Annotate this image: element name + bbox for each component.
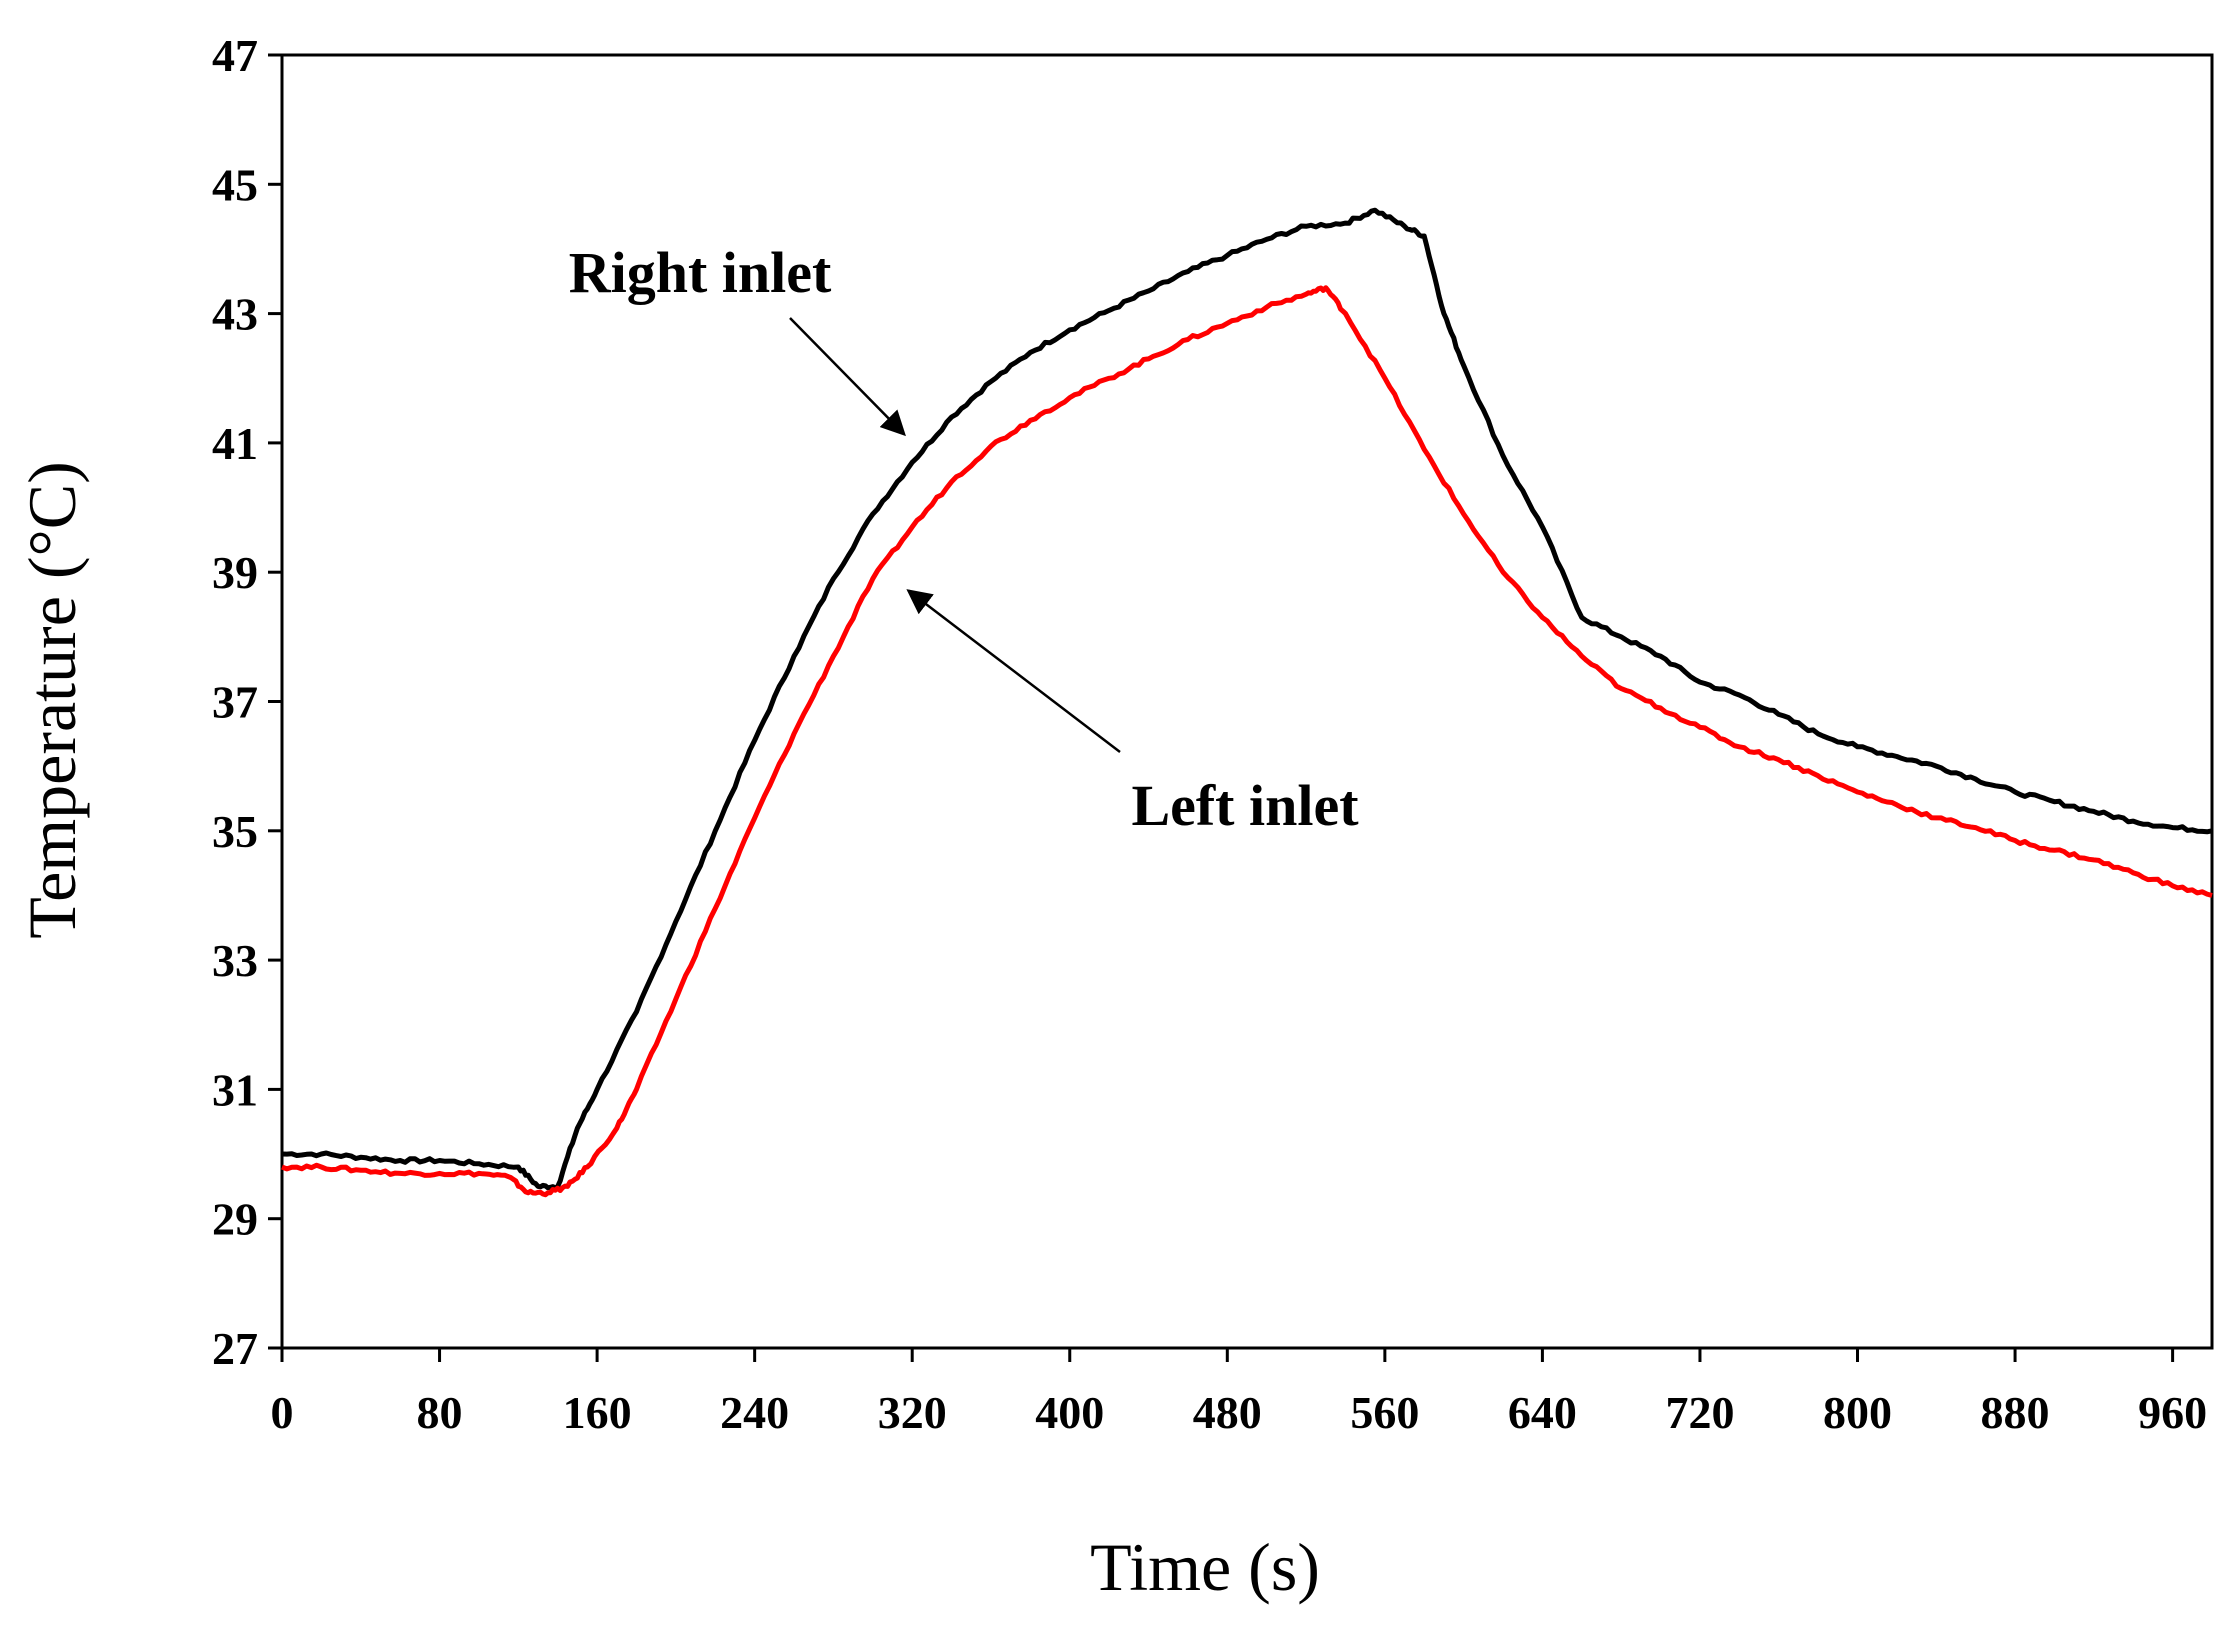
y-tick-label: 47: [212, 30, 258, 81]
series-line-right-inlet: [281, 207, 2213, 1191]
y-axis-title: Temperature (°C): [14, 461, 90, 938]
y-axis: 27 29 31 33 35 37 39 41 43 45 47: [212, 30, 282, 1374]
x-tick-label: 960: [2138, 1387, 2207, 1438]
x-tick-label: 640: [1508, 1387, 1577, 1438]
annotation-arrow: [789, 317, 906, 437]
x-tick-label: 320: [878, 1387, 947, 1438]
x-axis: 0 80 160 240 320 400 480 560 640 720 800 880 960: [271, 1348, 2207, 1438]
annotations: Right inlet Left inlet: [569, 240, 1360, 838]
x-tick-label: 480: [1193, 1387, 1262, 1438]
annotation-arrow: [906, 589, 1121, 753]
x-tick-label: 880: [1981, 1387, 2050, 1438]
y-tick-label: 27: [212, 1323, 258, 1374]
y-tick-label: 39: [212, 547, 258, 598]
annotation-label: Left inlet: [1131, 773, 1359, 838]
y-tick-label: 37: [212, 677, 258, 728]
x-tick-label: 400: [1035, 1387, 1104, 1438]
y-tick-label: 33: [212, 935, 258, 986]
y-tick-label: 35: [212, 806, 258, 857]
x-tick-label: 800: [1823, 1387, 1892, 1438]
x-tick-label: 720: [1665, 1387, 1734, 1438]
x-tick-label: 240: [720, 1387, 789, 1438]
y-tick-label: 45: [212, 159, 258, 210]
y-tick-label: 41: [212, 418, 258, 469]
annotation-label: Right inlet: [569, 240, 832, 305]
y-tick-label: 29: [212, 1194, 258, 1245]
series-layer: [281, 207, 2213, 1198]
x-tick-label: 160: [563, 1387, 632, 1438]
x-axis-title: Time (s): [1090, 1529, 1320, 1605]
y-tick-label: 31: [212, 1064, 258, 1115]
x-tick-label: 560: [1350, 1387, 1419, 1438]
x-tick-label: 0: [271, 1387, 294, 1438]
x-tick-label: 80: [417, 1387, 463, 1438]
series-line-left-inlet: [281, 285, 2213, 1198]
y-tick-label: 43: [212, 289, 258, 340]
